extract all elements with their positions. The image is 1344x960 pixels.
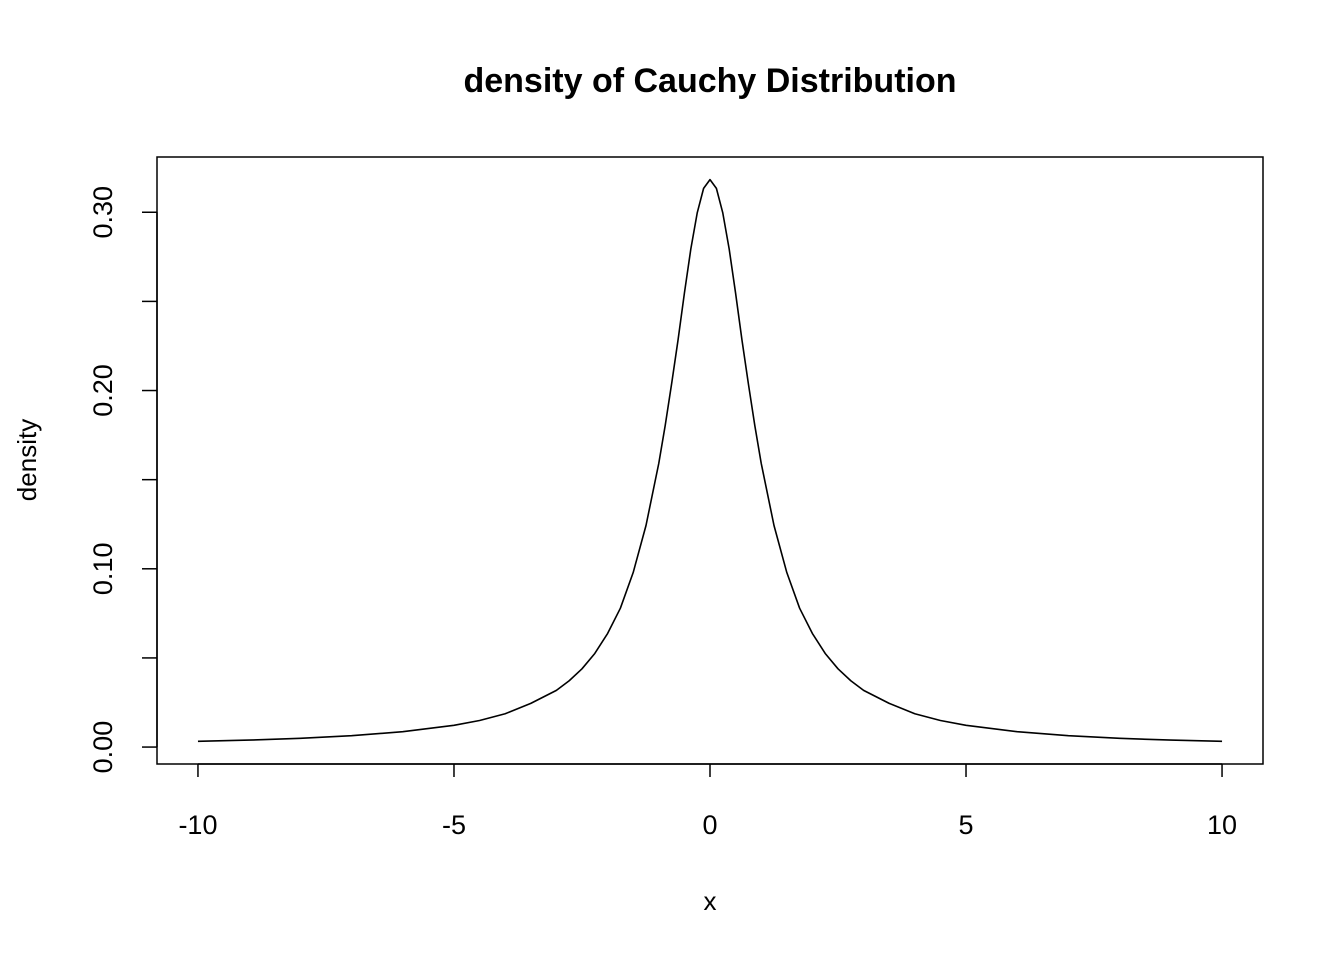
y-tick-label: 0.00 — [88, 721, 118, 774]
y-axis-label: density — [12, 419, 42, 501]
x-tick-label: 5 — [959, 810, 974, 840]
x-axis-label: x — [704, 886, 717, 916]
x-tick-label: 0 — [702, 810, 717, 840]
x-tick-label: -10 — [178, 810, 217, 840]
x-axis: -10 -5 0 5 10 — [178, 763, 1237, 840]
series-layer — [197, 178, 1223, 743]
y-tick-label: 0.10 — [88, 543, 118, 596]
plot-frame — [156, 156, 1264, 765]
x-tick-label: 10 — [1207, 810, 1237, 840]
density-curve — [197, 178, 1223, 743]
chart-title: density of Cauchy Distribution — [463, 62, 956, 100]
y-tick-label: 0.20 — [88, 364, 118, 417]
x-tick-label: -5 — [442, 810, 466, 840]
y-tick-label: 0.30 — [88, 186, 118, 239]
y-axis: 0.00 0.10 0.20 0.30 — [88, 186, 158, 774]
